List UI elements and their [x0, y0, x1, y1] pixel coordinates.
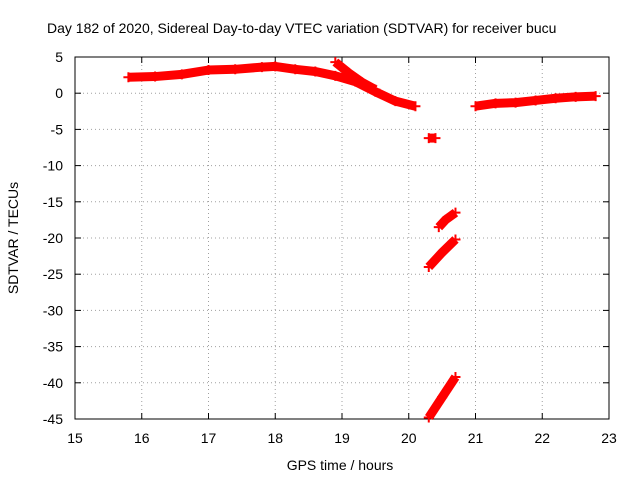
data-point — [290, 64, 301, 75]
data-point — [450, 372, 461, 383]
series-line — [332, 58, 378, 94]
x-tick-label: 23 — [601, 430, 617, 446]
x-tick-label: 22 — [534, 430, 550, 446]
y-tick-label: -25 — [43, 266, 63, 282]
data-point — [490, 98, 501, 109]
series-3 — [423, 133, 441, 144]
x-tick-label: 17 — [201, 430, 217, 446]
y-tick-label: -20 — [43, 230, 63, 246]
data-point — [330, 57, 341, 68]
data-point — [450, 207, 461, 218]
data-point — [440, 214, 451, 225]
data-point — [203, 65, 214, 76]
data-point — [123, 72, 134, 83]
x-tick-label: 16 — [134, 430, 150, 446]
data-point — [423, 412, 434, 423]
data-point — [150, 71, 161, 82]
x-axis-label: GPS time / hours — [287, 457, 394, 473]
y-tick-label: 5 — [55, 49, 63, 65]
data-point — [430, 133, 441, 144]
y-tick-label: -35 — [43, 339, 63, 355]
data-point — [370, 84, 381, 95]
axis-ticks: 15 16 17 18 19 20 21 22 23 5 0 -5 -10 -15 -20 -25 -30 -35… — [43, 49, 617, 446]
data-point — [410, 101, 421, 112]
chart-title: Day 182 of 2020, Sidereal Day-to-day VTE… — [47, 20, 556, 36]
x-tick-label: 15 — [67, 430, 83, 446]
data-point — [437, 392, 448, 403]
grid — [75, 57, 609, 419]
data-point — [470, 101, 481, 112]
y-tick-label: -5 — [51, 121, 64, 137]
data-point — [270, 61, 281, 72]
y-axis-label: SDTVAR / TECUs — [5, 182, 21, 294]
series-7 — [470, 91, 601, 112]
y-tick-label: 0 — [55, 85, 63, 101]
x-tick-label: 18 — [267, 430, 283, 446]
x-tick-label: 21 — [468, 430, 484, 446]
data-point — [176, 69, 187, 80]
data-point — [433, 222, 444, 233]
y-tick-label: -45 — [43, 411, 63, 427]
data-point — [357, 77, 368, 88]
y-tick-label: -30 — [43, 302, 63, 318]
data-point — [510, 97, 521, 108]
series-6 — [423, 372, 461, 423]
x-tick-label: 19 — [334, 430, 350, 446]
data-marks — [123, 57, 601, 423]
data-point — [450, 234, 461, 245]
y-tick-label: -10 — [43, 158, 63, 174]
series-5 — [423, 234, 461, 272]
series-2 — [330, 57, 381, 95]
data-point — [230, 64, 241, 75]
x-tick-label: 20 — [401, 430, 417, 446]
y-tick-label: -15 — [43, 194, 63, 210]
data-point — [590, 91, 601, 102]
data-point — [530, 95, 541, 106]
data-point — [343, 67, 354, 78]
data-point — [550, 93, 561, 104]
data-point — [570, 91, 581, 102]
data-point — [330, 70, 341, 81]
data-point — [310, 66, 321, 77]
data-point — [390, 96, 401, 107]
data-point — [437, 247, 448, 258]
data-point — [256, 62, 267, 73]
series-4 — [433, 207, 461, 233]
data-point — [423, 261, 434, 272]
y-tick-label: -40 — [43, 375, 63, 391]
